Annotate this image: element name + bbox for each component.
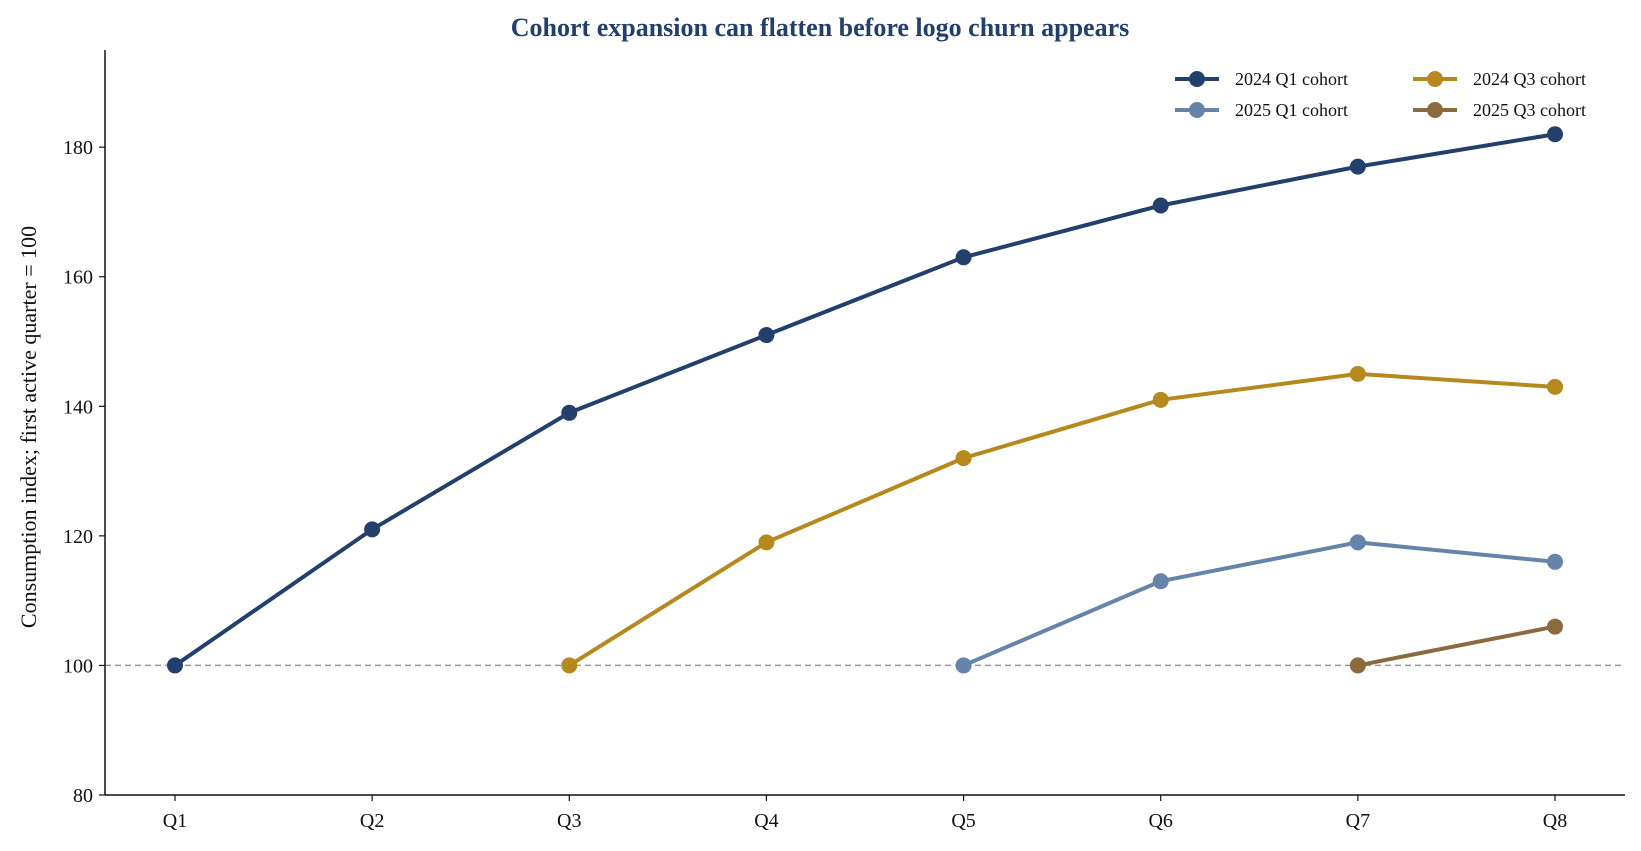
axes: 80 100 120 140 160 180 Q1 Q2 Q3 Q4 Q5 Q6 Q7 Q8	[63, 50, 1625, 832]
series-line	[173, 132, 1557, 668]
legend-item: 2025 Q3 cohort	[1413, 100, 1586, 120]
data-point	[167, 657, 183, 674]
y-tick-label: 100	[63, 655, 93, 677]
series-line	[567, 371, 1557, 668]
data-point	[1152, 573, 1169, 590]
series-group	[955, 534, 1563, 674]
y-tick-label: 180	[63, 137, 93, 159]
legend: 2024 Q1 cohort 2024 Q3 cohort 2025 Q1 coho…	[1175, 69, 1586, 120]
data-point	[1152, 391, 1169, 408]
y-tick-label: 120	[63, 526, 93, 548]
x-tick-label: Q3	[557, 810, 581, 832]
x-tick-label: Q8	[1543, 810, 1567, 832]
data-point	[758, 327, 775, 344]
legend-swatch-marker	[1427, 71, 1443, 87]
data-point	[561, 404, 578, 421]
legend-label: 2025 Q3 cohort	[1473, 100, 1586, 120]
legend-label: 2025 Q1 cohort	[1235, 100, 1348, 120]
x-tick-label: Q5	[951, 810, 975, 832]
legend-swatch-marker	[1427, 102, 1443, 118]
data-point	[1547, 618, 1563, 635]
data-point	[955, 249, 972, 266]
data-point	[1349, 534, 1366, 551]
data-point	[1547, 126, 1563, 143]
x-tick-label: Q1	[163, 810, 187, 832]
data-point	[1152, 197, 1169, 214]
data-point	[758, 534, 775, 551]
x-tick-label: Q7	[1346, 810, 1370, 832]
series-line	[961, 540, 1557, 668]
data-point	[1547, 378, 1563, 395]
data-point	[1349, 657, 1366, 674]
legend-item: 2024 Q1 cohort	[1175, 69, 1348, 89]
series-group	[167, 126, 1563, 674]
data-point	[1349, 158, 1366, 175]
x-tick-label: Q6	[1148, 810, 1172, 832]
y-tick-label: 140	[63, 396, 93, 418]
legend-swatch-marker	[1189, 102, 1205, 118]
legend-item: 2024 Q3 cohort	[1413, 69, 1586, 89]
data-point	[364, 521, 381, 538]
x-tick-label: Q2	[360, 810, 384, 832]
y-tick-label: 80	[73, 785, 93, 807]
data-point	[955, 657, 972, 674]
data-point	[561, 657, 578, 674]
series-line	[1355, 624, 1557, 668]
x-tick-label: Q4	[754, 810, 778, 832]
chart-title: Cohort expansion can flatten before logo…	[511, 13, 1129, 42]
series-layer	[167, 126, 1563, 674]
legend-item: 2025 Q1 cohort	[1175, 100, 1348, 120]
y-axis-label: Consumption index; first active quarter …	[16, 226, 41, 628]
data-point	[1349, 365, 1366, 382]
series-group	[1349, 618, 1563, 674]
y-tick-label: 160	[63, 267, 93, 289]
legend-label: 2024 Q3 cohort	[1473, 69, 1586, 89]
series-group	[561, 365, 1563, 674]
legend-swatch-marker	[1189, 71, 1205, 87]
data-point	[1547, 553, 1563, 570]
legend-label: 2024 Q1 cohort	[1235, 69, 1348, 89]
data-point	[955, 450, 972, 467]
